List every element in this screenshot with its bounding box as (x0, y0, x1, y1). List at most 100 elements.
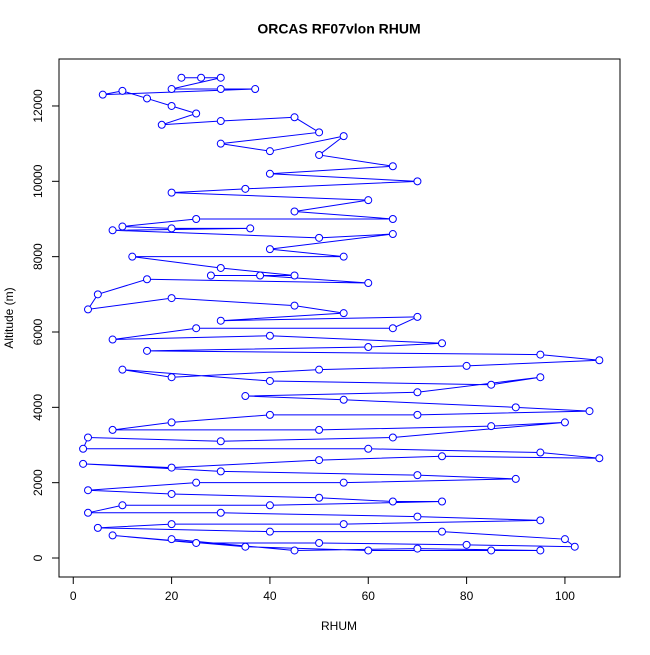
data-point (167, 224, 176, 233)
y-tick-label: 6000 (31, 318, 45, 345)
data-point (364, 546, 373, 555)
data-point (339, 520, 348, 529)
data-point (413, 312, 422, 321)
data-point (290, 546, 299, 555)
data-point (413, 177, 422, 186)
data-point (192, 324, 201, 333)
data-point (143, 346, 152, 355)
data-point (79, 444, 88, 453)
data-point (388, 324, 397, 333)
data-point (192, 538, 201, 547)
data-point (364, 444, 373, 453)
data-point (167, 463, 176, 472)
data-point (339, 309, 348, 318)
data-point (438, 452, 447, 461)
y-tick-label: 10000 (31, 164, 45, 198)
data-point (192, 109, 201, 118)
data-point (241, 542, 250, 551)
data-point (108, 335, 117, 344)
data-point (536, 448, 545, 457)
data-point (388, 230, 397, 239)
data-point (364, 343, 373, 352)
data-point (143, 94, 152, 103)
data-point (290, 271, 299, 280)
data-point (388, 497, 397, 506)
data-point (118, 222, 127, 231)
data-point (536, 546, 545, 555)
x-tick-label: 100 (555, 589, 575, 603)
data-point (265, 410, 274, 419)
data-point (84, 508, 93, 517)
data-point (595, 356, 604, 365)
data-point (197, 73, 206, 82)
data-point (108, 226, 117, 235)
data-point (167, 294, 176, 303)
data-point (315, 233, 324, 242)
data-point (438, 339, 447, 348)
data-point (251, 85, 260, 94)
data-point (364, 196, 373, 205)
data-point (177, 73, 186, 82)
data-point (462, 540, 471, 549)
data-point (413, 471, 422, 480)
data-point (108, 425, 117, 434)
x-tick-label: 60 (362, 589, 376, 603)
data-point (438, 527, 447, 536)
data-point (108, 531, 117, 540)
data-point (536, 373, 545, 382)
data-point (265, 376, 274, 385)
chart-title: ORCAS RF07vlon RHUM (257, 21, 420, 37)
data-point (216, 467, 225, 476)
x-tick-label: 0 (70, 589, 77, 603)
plot-frame (58, 58, 621, 578)
data-point (339, 252, 348, 261)
data-point (315, 128, 324, 137)
data-point (388, 433, 397, 442)
data-point (413, 544, 422, 553)
data-point (388, 214, 397, 223)
data-point (388, 162, 397, 171)
data-point (79, 459, 88, 468)
data-point (167, 520, 176, 529)
data-point (438, 497, 447, 506)
data-point (167, 101, 176, 110)
data-point (167, 373, 176, 382)
data-point (206, 271, 215, 280)
data-point (241, 184, 250, 193)
data-point (246, 224, 255, 233)
data-point (290, 207, 299, 216)
data-point (315, 456, 324, 465)
data-point (315, 425, 324, 434)
data-point (315, 150, 324, 159)
data-point (315, 538, 324, 547)
data-point (216, 117, 225, 126)
data-point (216, 73, 225, 82)
y-tick-label: 0 (31, 554, 45, 561)
data-point (192, 214, 201, 223)
data-point (265, 331, 274, 340)
data-point (595, 454, 604, 463)
data-point (560, 418, 569, 427)
data-point (570, 542, 579, 551)
data-point (143, 275, 152, 284)
data-point (118, 365, 127, 374)
y-axis-label: Altitude (m) (2, 287, 16, 348)
data-point (167, 489, 176, 498)
y-tick-label: 12000 (31, 89, 45, 123)
data-point (413, 410, 422, 419)
data-point (93, 290, 102, 299)
data-point (364, 279, 373, 288)
data-point (536, 516, 545, 525)
data-point (413, 388, 422, 397)
data-point (167, 535, 176, 544)
data-point (256, 271, 265, 280)
data-point (216, 263, 225, 272)
data-point (118, 501, 127, 510)
data-point (290, 113, 299, 122)
data-point (265, 245, 274, 254)
data-point (128, 252, 137, 261)
data-point (560, 535, 569, 544)
data-point (265, 501, 274, 510)
